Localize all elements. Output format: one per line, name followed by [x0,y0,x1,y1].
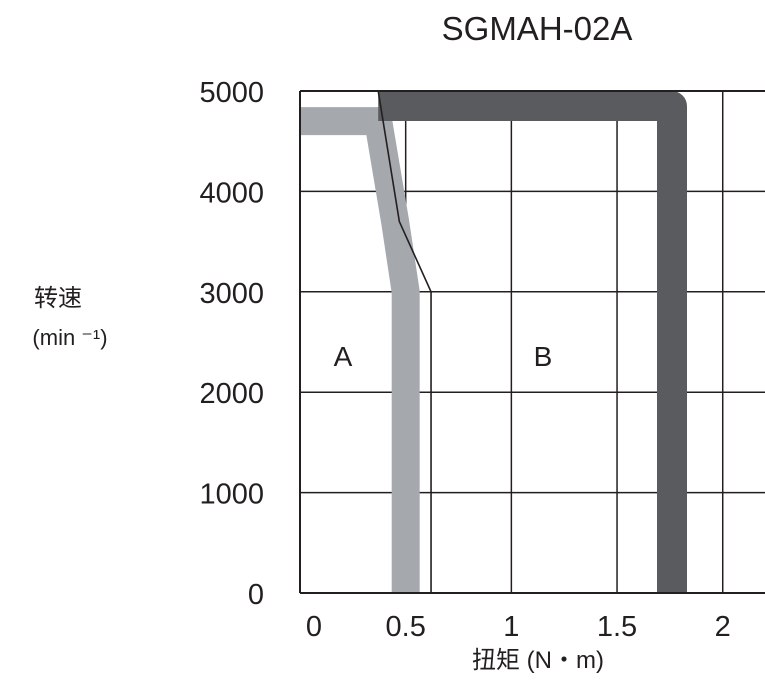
y-tick-label: 4000 [199,177,264,209]
x-tick-label: 1 [503,611,519,643]
x-tick-label: 1.5 [597,611,637,643]
x-tick-label: 0 [306,611,322,643]
y-tick-label: 3000 [199,278,264,310]
y-axis-label: 转速 [34,285,82,312]
x-tick-label: 2 [715,611,731,643]
y-tick-label: 2000 [199,378,264,410]
series-band-1 [378,91,687,593]
boundary-line [377,91,432,593]
x-axis-label: 扭矩 (N・m) [472,647,604,674]
region-label-a: A [334,341,353,372]
y-tick-labels: 0 1000 2000 3000 4000 5000 [199,77,264,611]
chart-title: SGMAH-02A [442,10,633,47]
y-tick-label: 0 [248,579,264,611]
region-label-b: B [534,341,553,372]
x-tick-labels: 0 0.5 1 1.5 2 [306,611,731,643]
y-axis-unit: (min ⁻¹) [32,325,107,350]
boundary-curve [377,91,432,593]
x-tick-label: 0.5 [386,611,426,643]
y-tick-label: 1000 [199,479,264,511]
grid-lines [300,90,765,593]
band-series [300,91,687,593]
series-band-0 [300,107,420,593]
plot-frame [299,90,765,594]
y-tick-label: 5000 [199,77,264,109]
